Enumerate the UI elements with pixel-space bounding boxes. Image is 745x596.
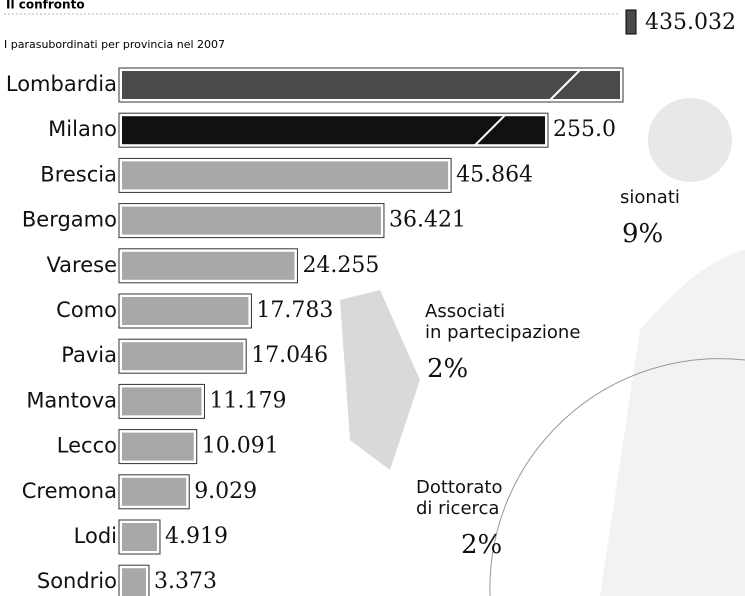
category-label: Brescia bbox=[40, 162, 117, 186]
annotation-line: sionati bbox=[620, 187, 680, 208]
category-label: Cremona bbox=[22, 479, 117, 503]
value-label: 36.421 bbox=[389, 208, 466, 233]
category-label: Sondrio bbox=[37, 569, 117, 593]
bar bbox=[122, 478, 186, 506]
value-label: 9.029 bbox=[194, 479, 257, 504]
category-label: Lombardia bbox=[6, 72, 117, 96]
annotation-line: Associati bbox=[425, 301, 505, 322]
value-label: 4.919 bbox=[165, 524, 228, 549]
bar bbox=[122, 433, 194, 461]
photo-placeholder bbox=[600, 250, 745, 596]
bar bbox=[122, 387, 201, 415]
category-label: Lecco bbox=[57, 434, 117, 458]
category-label: Varese bbox=[46, 253, 117, 277]
bar bbox=[122, 71, 620, 99]
chart: Il confronto I parasubordinati per provi… bbox=[0, 0, 745, 596]
value-label: 17.783 bbox=[256, 298, 333, 323]
annotation-line: di ricerca bbox=[416, 498, 499, 519]
category-label: Como bbox=[56, 298, 117, 322]
value-label: 255.0 bbox=[553, 117, 616, 142]
bar bbox=[122, 342, 243, 370]
bar bbox=[122, 207, 381, 235]
annotation-value: 2% bbox=[427, 354, 468, 384]
bar bbox=[122, 252, 294, 280]
annotation-value: 2% bbox=[461, 530, 502, 560]
value-label: 24.255 bbox=[302, 253, 379, 278]
bar bbox=[122, 568, 146, 596]
bar bbox=[122, 297, 248, 325]
photo-placeholder bbox=[340, 290, 420, 470]
legend-swatch bbox=[626, 10, 636, 34]
annotation-label: sionati bbox=[620, 187, 680, 208]
value-label: 435.032 bbox=[645, 10, 736, 35]
category-label: Pavia bbox=[61, 343, 117, 367]
annotation-line: Dottorato bbox=[416, 477, 503, 498]
category-label: Lodi bbox=[74, 524, 117, 548]
value-label: 10.091 bbox=[202, 434, 279, 459]
value-label: 17.046 bbox=[251, 343, 328, 368]
value-label: 11.179 bbox=[209, 388, 286, 413]
photo-placeholder bbox=[648, 98, 732, 182]
category-label: Milano bbox=[48, 117, 117, 141]
annotation-line: in partecipazione bbox=[425, 322, 580, 343]
chart-subtitle: I parasubordinati per provincia nel 2007 bbox=[4, 38, 225, 51]
bar bbox=[122, 523, 157, 551]
bar bbox=[122, 161, 448, 189]
category-label: Mantova bbox=[26, 388, 117, 412]
category-label: Bergamo bbox=[22, 208, 117, 232]
value-label: 3.373 bbox=[154, 569, 217, 594]
value-label: 45.864 bbox=[456, 162, 533, 187]
annotation-value: 9% bbox=[622, 219, 663, 249]
chart-title: Il confronto bbox=[6, 0, 85, 12]
